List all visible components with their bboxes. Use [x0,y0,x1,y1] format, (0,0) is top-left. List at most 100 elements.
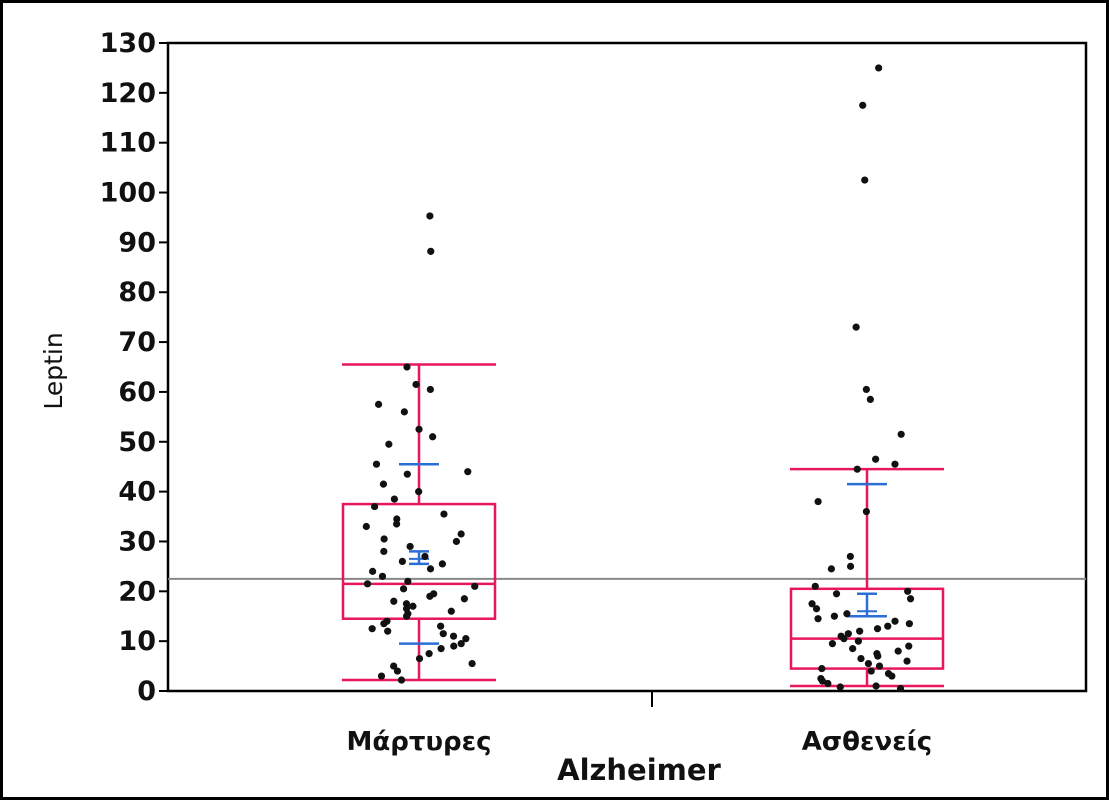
data-point [399,585,408,593]
data-point [468,659,476,668]
data-point [403,470,411,478]
data-point [397,676,406,684]
data-point [374,400,383,408]
data-point [393,520,401,528]
data-point [853,465,861,473]
data-point [447,607,455,615]
data-point [875,662,884,670]
data-point [449,632,458,640]
data-point [438,560,446,568]
data-point [452,537,461,546]
data-point [415,488,423,496]
data-point [854,637,862,645]
data-point [864,659,873,668]
data-point [814,497,822,506]
data-point [363,580,372,588]
data-point [862,507,871,516]
data-point [905,642,913,650]
data-point [814,615,822,623]
y-tick-label: 90 [118,227,156,258]
data-point [827,565,835,573]
y-tick-label: 40 [118,477,156,508]
data-point [859,101,867,109]
data-point [380,535,388,543]
data-point [457,530,465,538]
data-point [415,655,424,663]
data-point [872,455,880,463]
data-point [403,363,411,371]
y-tick-label: 130 [100,28,156,59]
data-point [457,640,465,648]
y-tick-label: 80 [118,277,156,308]
y-tick-label: 70 [118,327,156,358]
data-point [439,630,447,638]
data-point [425,650,433,658]
data-point [874,652,882,660]
y-tick-label: 20 [118,576,156,607]
data-point [888,672,896,680]
data-point [380,620,388,628]
data-point [894,647,902,655]
data-point [830,612,838,620]
data-point [368,625,376,633]
plot-background [166,41,1088,693]
y-tick-label: 110 [100,128,156,159]
data-point [378,572,387,580]
x-axis-title: Alzheimer [557,753,721,787]
iqr-box [789,587,945,670]
data-point [429,433,437,441]
x-category-label: Μάρτυρες [347,727,492,757]
data-point [462,635,470,643]
data-point [843,610,851,618]
data-point [402,600,411,608]
data-point [866,395,874,403]
data-point [372,460,381,468]
data-point [861,176,869,184]
data-point [867,667,875,675]
data-point [415,425,423,433]
data-point [426,565,435,573]
data-point [409,602,417,610]
data-point [384,627,392,635]
data-point [369,567,377,575]
data-point [840,635,848,643]
data-point [836,683,844,691]
data-point [872,682,880,690]
box-layer [341,363,945,688]
data-point [884,622,892,630]
data-point [450,642,458,650]
plot-area [166,41,1088,693]
data-point [896,684,905,693]
y-tick-label: 120 [100,78,156,109]
data-point [824,679,832,688]
y-axis-title: Leptin [39,332,68,409]
data-point [471,582,479,590]
data-point [406,542,414,551]
data-point [828,640,837,648]
data-point [844,630,852,638]
data-point [846,562,855,570]
data-point [426,212,434,220]
data-point [380,547,388,556]
data-point [846,552,854,561]
data-point [903,657,911,665]
data-point [891,460,899,468]
data-point [905,620,913,628]
data-point [426,592,434,600]
data-point [862,385,870,394]
data-point [379,480,388,488]
data-point [811,582,819,590]
data-point [818,664,826,673]
data-point [390,495,399,503]
data-point [904,587,912,595]
data-point [818,677,827,685]
data-point [390,597,398,605]
data-point [400,408,408,416]
data-point [371,502,379,511]
data-point [464,468,472,476]
data-point [377,672,386,680]
y-tick-label: 0 [137,676,156,707]
data-point [460,595,468,603]
data-point [808,600,816,608]
